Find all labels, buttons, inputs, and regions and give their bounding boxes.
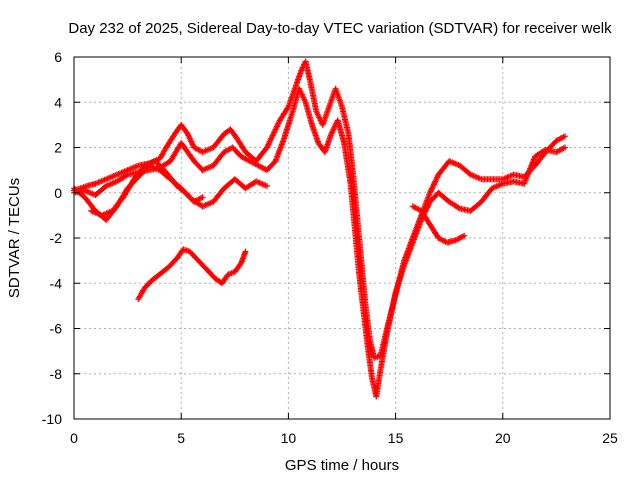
y-tick-label: 2 [54,140,62,156]
y-tick-label: -10 [42,411,62,427]
x-tick-label: 10 [281,430,297,446]
series-1 [71,58,568,361]
x-axis-title: GPS time / hours [285,457,399,474]
x-tick-label: 15 [388,430,404,446]
y-axis-title: SDTVAR / TECUs [6,178,23,298]
y-tick-label: 6 [54,49,62,65]
x-tick-label: 25 [602,430,618,446]
y-axis-ticks: 6 4 2 0 -2 -4 -6 -8 -10 [42,49,610,427]
x-tick-label: 5 [177,430,185,446]
series-5-markers [135,246,249,303]
series-5 [135,246,249,303]
y-tick-label: -4 [50,275,63,291]
series-6 [409,203,468,246]
series-4-markers [88,158,206,219]
x-tick-label: 20 [495,430,511,446]
y-tick-label: -6 [50,321,63,337]
series-2-markers [71,85,568,400]
series-6-markers [409,203,468,246]
series-2 [71,85,568,400]
y-tick-label: 0 [54,185,62,201]
y-tick-label: -2 [50,230,63,246]
series-1-markers [71,58,568,361]
series-4 [88,158,206,219]
data-series-layer [71,58,568,400]
y-tick-label: -8 [50,366,63,382]
chart-title: Day 232 of 2025, Sidereal Day-to-day VTE… [68,20,612,37]
x-axis-ticks: 0 5 10 15 20 25 [70,57,618,446]
y-tick-label: 4 [54,94,62,110]
x-tick-label: 0 [70,430,78,446]
